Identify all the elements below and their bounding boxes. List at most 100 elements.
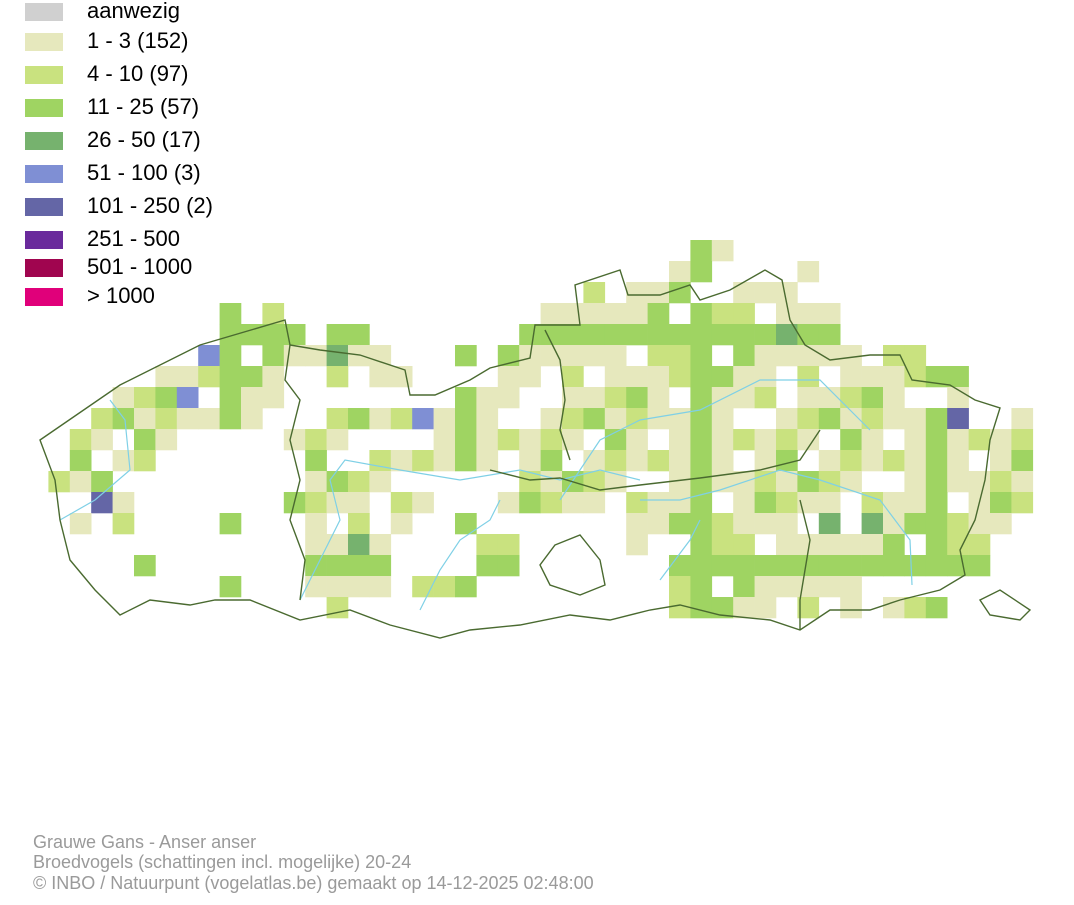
grid-cell xyxy=(1011,450,1034,472)
grid-cell xyxy=(690,555,713,577)
grid-cell xyxy=(669,471,691,493)
grid-cell xyxy=(519,366,541,388)
grid-cell xyxy=(797,597,820,619)
grid-cell xyxy=(326,555,349,577)
grid-cell xyxy=(776,282,798,304)
grid-cell xyxy=(840,555,862,577)
grid-cell xyxy=(711,324,734,346)
grid-cell xyxy=(562,366,584,388)
grid-cell xyxy=(433,576,456,598)
grid-cell xyxy=(947,429,969,451)
grid-cell xyxy=(776,576,798,598)
grid-cell xyxy=(412,408,434,430)
grid-cell xyxy=(883,408,905,430)
grid-cell xyxy=(455,345,477,367)
grid-cell xyxy=(433,450,456,472)
grid-cell xyxy=(626,429,648,451)
grid-cell xyxy=(562,324,584,346)
grid-cell xyxy=(669,576,691,598)
grid-cell xyxy=(369,408,392,430)
grid-cell xyxy=(348,576,370,598)
grid-cell xyxy=(690,534,713,556)
grid-cell xyxy=(861,492,884,514)
grid-cell xyxy=(883,534,905,556)
grid-cell xyxy=(711,534,734,556)
grid-cell xyxy=(904,408,927,430)
grid-cell xyxy=(968,534,991,556)
grid-cell xyxy=(497,492,520,514)
grid-cell xyxy=(1011,492,1034,514)
grid-cell xyxy=(861,450,884,472)
grid-cell xyxy=(754,576,777,598)
legend-label: 11 - 25 (57) xyxy=(87,94,199,119)
grid-cell xyxy=(219,513,242,535)
grid-cell xyxy=(818,408,841,430)
grid-cell xyxy=(883,597,905,619)
grid-cell xyxy=(647,345,670,367)
grid-cell xyxy=(990,492,1012,514)
grid-cell xyxy=(497,429,520,451)
grid-cell xyxy=(669,492,691,514)
grid-cell xyxy=(219,303,242,325)
grid-cell xyxy=(476,387,499,409)
grid-cell xyxy=(626,534,648,556)
grid-cell xyxy=(925,450,948,472)
grid-cell xyxy=(776,471,798,493)
grid-cell xyxy=(583,303,606,325)
grid-cell xyxy=(583,387,606,409)
grid-cell xyxy=(669,261,691,283)
grid-cell xyxy=(604,303,627,325)
grid-cell xyxy=(326,576,349,598)
grid-cell xyxy=(690,240,713,262)
grid-cell xyxy=(241,324,263,346)
grid-cell xyxy=(262,324,285,346)
grid-cell xyxy=(348,345,370,367)
grid-cell xyxy=(626,282,648,304)
grid-cell xyxy=(690,597,713,619)
grid-cell xyxy=(583,345,606,367)
grid-cell xyxy=(433,408,456,430)
grid-cell xyxy=(369,366,392,388)
grid-cell xyxy=(91,471,113,493)
grid-cell xyxy=(562,387,584,409)
grid-cell xyxy=(540,450,563,472)
grid-cell xyxy=(711,513,734,535)
grid-cell xyxy=(733,282,755,304)
grid-cell xyxy=(690,513,713,535)
grid-cell xyxy=(390,492,413,514)
grid-cell xyxy=(412,576,434,598)
grid-cell xyxy=(947,555,969,577)
grid-cell xyxy=(626,492,648,514)
grid-cell xyxy=(711,240,734,262)
grid-cell xyxy=(647,513,670,535)
grid-cell xyxy=(669,366,691,388)
grid-cell xyxy=(369,555,392,577)
legend-label: 51 - 100 (3) xyxy=(87,160,201,185)
grid-cell xyxy=(497,387,520,409)
grid-cell xyxy=(733,534,755,556)
grid-cell xyxy=(326,534,349,556)
grid-cell xyxy=(968,555,991,577)
legend-swatch xyxy=(25,3,63,21)
grid-cell xyxy=(754,492,777,514)
grid-cell xyxy=(990,513,1012,535)
grid-cell xyxy=(669,555,691,577)
grid-cell xyxy=(754,471,777,493)
grid-cell xyxy=(754,555,777,577)
legend-swatch xyxy=(25,33,63,51)
grid-cell xyxy=(776,429,798,451)
grid-cell xyxy=(155,366,178,388)
grid-cell xyxy=(283,429,306,451)
grid-cell xyxy=(305,576,327,598)
grid-cell xyxy=(776,450,798,472)
grid-cell xyxy=(711,387,734,409)
grid-cell xyxy=(883,555,905,577)
grid-cell xyxy=(840,597,862,619)
grid-cell xyxy=(647,303,670,325)
grid-cell xyxy=(198,408,220,430)
legend-swatch xyxy=(25,288,63,306)
grid-cell xyxy=(925,513,948,535)
grid-cell xyxy=(540,408,563,430)
grid-cell xyxy=(904,366,927,388)
grid-cell xyxy=(262,345,285,367)
